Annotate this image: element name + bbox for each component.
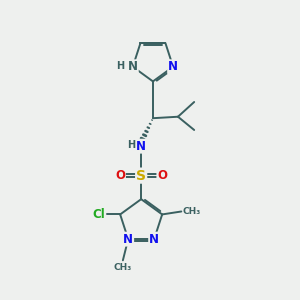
- Text: N: N: [149, 232, 159, 246]
- Text: S: S: [136, 169, 146, 183]
- Text: H: H: [116, 61, 124, 70]
- Text: CH₃: CH₃: [183, 207, 201, 216]
- Text: Cl: Cl: [93, 208, 105, 221]
- Text: CH₃: CH₃: [114, 263, 132, 272]
- Text: H: H: [127, 140, 135, 150]
- Text: O: O: [158, 169, 167, 182]
- Text: N: N: [168, 60, 178, 73]
- Text: O: O: [115, 169, 125, 182]
- Text: N: N: [123, 232, 133, 246]
- Text: N: N: [128, 60, 138, 73]
- Text: N: N: [136, 140, 146, 153]
